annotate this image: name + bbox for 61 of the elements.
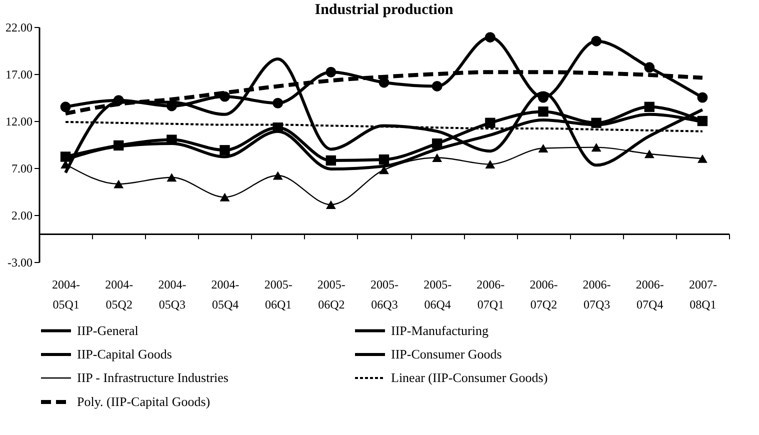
point [166, 173, 177, 182]
y-tick-label: 12.00 [6, 114, 32, 128]
x-tick-label: 2006-07Q4 [636, 278, 664, 312]
x-tick-label: 2004-05Q1 [52, 278, 80, 312]
x-tick-label: 2004-05Q4 [211, 278, 240, 312]
point [697, 116, 708, 126]
legend-label: IIP-Consumer Goods [391, 346, 502, 362]
y-tick-label: 2.00 [12, 208, 32, 222]
point [644, 150, 654, 158]
x-tick-label: 2005-06Q1 [264, 278, 292, 312]
point [378, 154, 390, 165]
point [697, 92, 708, 103]
x-tick-label: 2005-06Q3 [370, 278, 398, 312]
chart-title: Industrial production [314, 2, 454, 18]
legend-label: IIP-Manufacturing [391, 322, 489, 338]
point [591, 36, 602, 46]
legend-label: Linear (IIP-Consumer Goods) [391, 370, 548, 385]
point [432, 138, 442, 149]
point [644, 102, 654, 112]
x-tick-label: 2004-05Q3 [158, 278, 186, 312]
point [220, 91, 230, 102]
point [591, 143, 602, 152]
x-tick-label: 2005-06Q2 [317, 278, 346, 312]
x-tick-label: 2006-07Q2 [530, 278, 558, 312]
point [114, 140, 124, 151]
legend-label: IIP - Infrastructure Industries [77, 370, 228, 385]
point [698, 154, 708, 163]
point [538, 144, 548, 153]
point [272, 98, 284, 108]
legend-label: IIP-Capital Goods [77, 346, 172, 362]
point [326, 66, 336, 78]
point [272, 122, 283, 133]
legend-label: IIP-General [77, 322, 139, 338]
point [432, 80, 442, 92]
y-tick-label: 22.00 [6, 20, 32, 34]
point [538, 106, 548, 117]
point [484, 32, 496, 43]
x-tick-label: 2004-05Q2 [105, 278, 134, 312]
point [591, 118, 602, 128]
x-tick-label: 2006-07Q3 [582, 278, 611, 312]
point [485, 160, 496, 169]
point [432, 153, 442, 162]
point [378, 77, 390, 88]
point [114, 180, 124, 188]
point [60, 102, 71, 112]
y-tick-label: 17.00 [6, 68, 32, 82]
point [326, 200, 336, 209]
point [485, 118, 496, 128]
x-tick-label: 2005-06Q4 [424, 278, 452, 312]
point [272, 171, 283, 180]
point [113, 95, 124, 106]
x-tick-label: 2007-08Q1 [688, 278, 717, 312]
point [644, 62, 655, 73]
point [220, 145, 230, 156]
point [326, 155, 336, 166]
point [60, 152, 71, 162]
x-tick-label: 2006-07Q1 [476, 278, 505, 312]
point [220, 192, 230, 202]
y-tick-label: -3.00 [8, 256, 32, 270]
legend-label: Poly. (IIP-Capital Goods) [77, 394, 210, 409]
y-tick-label: 7.00 [12, 162, 32, 176]
